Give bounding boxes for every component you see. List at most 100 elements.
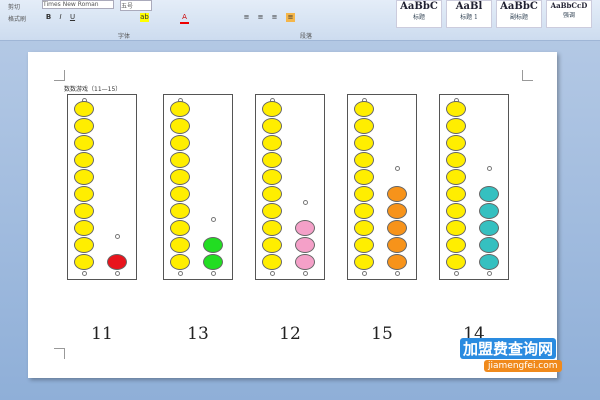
ones-bead	[203, 254, 223, 270]
paragraph-group-label: 段落	[300, 33, 313, 40]
crop-mark	[522, 70, 533, 81]
ones-bead	[387, 237, 407, 253]
rod-hook	[178, 271, 183, 276]
abacus-number: 11	[91, 324, 113, 344]
tens-bead	[354, 186, 374, 202]
tens-bead	[354, 237, 374, 253]
ones-bead	[479, 237, 499, 253]
tens-bead	[170, 186, 190, 202]
watermark-text: 加盟费查询网	[460, 338, 557, 359]
rod-hook	[303, 271, 308, 276]
abacus-frame	[347, 94, 417, 280]
tens-bead	[170, 254, 190, 270]
font-name-select[interactable]: Times New Roman	[42, 0, 114, 9]
crop-mark	[54, 348, 65, 359]
tens-bead	[262, 152, 282, 168]
tens-bead	[446, 186, 466, 202]
ones-bead	[479, 220, 499, 236]
rod-hook	[362, 271, 367, 276]
tens-bead	[354, 169, 374, 185]
ones-bead	[295, 237, 315, 253]
abacus-number: 13	[187, 324, 209, 344]
ones-bead	[295, 254, 315, 270]
justify-icon[interactable]: ≡	[286, 13, 295, 22]
tens-bead	[74, 220, 94, 236]
tens-bead	[262, 169, 282, 185]
tens-bead	[262, 254, 282, 270]
tens-bead	[74, 254, 94, 270]
tens-bead	[354, 118, 374, 134]
tens-bead	[170, 118, 190, 134]
tens-bead	[170, 101, 190, 117]
tens-bead	[446, 152, 466, 168]
tens-bead	[354, 220, 374, 236]
ones-bead	[387, 220, 407, 236]
tens-bead	[74, 135, 94, 151]
abacus-number: 12	[279, 324, 301, 344]
abacus-frame	[163, 94, 233, 280]
style-subtitle[interactable]: AaBbC 副标题	[496, 0, 542, 28]
rod-hook	[487, 166, 492, 171]
font-size-select[interactable]: 五号	[120, 0, 152, 11]
tens-bead	[354, 254, 374, 270]
tens-bead	[170, 152, 190, 168]
tens-bead	[74, 186, 94, 202]
align-left-icon[interactable]: ≡	[243, 13, 250, 21]
ones-bead	[107, 254, 127, 270]
format-painter-button[interactable]: 格式刷	[8, 16, 27, 23]
style-heading1[interactable]: AaBl 标题 1	[446, 0, 492, 28]
exercise-title: 数数游戏（11—15）	[64, 86, 122, 93]
rod-hook	[454, 271, 459, 276]
ones-bead	[479, 186, 499, 202]
tens-bead	[262, 186, 282, 202]
tens-bead	[262, 220, 282, 236]
ones-bead	[479, 203, 499, 219]
tens-bead	[262, 237, 282, 253]
rod-hook	[211, 217, 216, 222]
tens-bead	[170, 237, 190, 253]
rod-hook	[487, 271, 492, 276]
ones-bead	[295, 220, 315, 236]
tens-bead	[446, 135, 466, 151]
tens-bead	[74, 203, 94, 219]
tens-bead	[262, 118, 282, 134]
italic-button[interactable]: I	[59, 13, 62, 21]
rod-hook	[115, 271, 120, 276]
tens-bead	[446, 169, 466, 185]
tens-bead	[74, 118, 94, 134]
document-page[interactable]: 数数游戏（11—15） 11 13 12 15 14	[28, 52, 557, 378]
tens-bead	[170, 135, 190, 151]
rod-hook	[395, 271, 400, 276]
tens-bead	[170, 169, 190, 185]
cut-button[interactable]: 剪切	[8, 4, 21, 11]
tens-bead	[262, 135, 282, 151]
tens-bead	[446, 254, 466, 270]
align-center-icon[interactable]: ≡	[257, 13, 264, 21]
tens-bead	[74, 101, 94, 117]
style-title[interactable]: AaBbC 标题	[396, 0, 442, 28]
rod-hook	[211, 271, 216, 276]
underline-button[interactable]: U	[69, 13, 76, 21]
watermark-url: jiamengfei.com	[484, 360, 562, 372]
tens-bead	[354, 101, 374, 117]
font-group-label: 字体	[118, 33, 131, 40]
abacus-frame	[439, 94, 509, 280]
watermark-logo: 加盟费查询网 jiamengfei.com	[460, 338, 572, 380]
tens-bead	[262, 101, 282, 117]
style-emphasis[interactable]: AaBbCcD 强调	[546, 0, 592, 28]
font-color-icon[interactable]: A	[180, 13, 189, 24]
ones-bead	[387, 254, 407, 270]
ones-bead	[387, 203, 407, 219]
bold-button[interactable]: B	[45, 13, 52, 21]
tens-bead	[446, 101, 466, 117]
tens-bead	[446, 203, 466, 219]
tens-bead	[354, 135, 374, 151]
rod-hook	[115, 234, 120, 239]
tens-bead	[74, 152, 94, 168]
rod-hook	[270, 271, 275, 276]
ones-bead	[387, 186, 407, 202]
rod-hook	[303, 200, 308, 205]
highlight-icon[interactable]: ab	[140, 13, 149, 22]
tens-bead	[354, 203, 374, 219]
align-right-icon[interactable]: ≡	[271, 13, 278, 21]
